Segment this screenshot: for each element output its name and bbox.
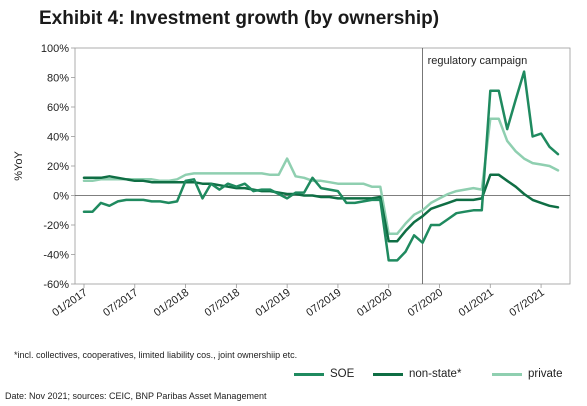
legend-label-soe: SOE — [330, 368, 355, 380]
y-tick-label: 60% — [47, 102, 69, 114]
legend-swatch-soe — [294, 372, 324, 376]
plot-area: 100% 80% 60% 40% 20% 0% -20% -40% -60% %YoY 01/201… — [13, 43, 571, 320]
legend-item-soe: SOE — [294, 367, 354, 381]
y-tick-label: -60% — [43, 279, 69, 291]
legend-swatch-non-state — [373, 372, 403, 376]
footnote: *incl. collectives, cooperatives, limite… — [14, 350, 298, 360]
source-note: Date: Nov 2021; sources: CEIC, BNP Parib… — [5, 391, 267, 401]
y-tick-label: 0% — [53, 191, 69, 203]
x-tick-label: 07/2021 — [507, 287, 546, 320]
annotation-label: regulatory campaign — [428, 55, 528, 67]
x-tick-label: 07/2020 — [406, 287, 445, 320]
x-tick-label: 07/2017 — [101, 287, 140, 320]
legend-label-non-state: non-state* — [409, 368, 462, 380]
y-tick-label: -20% — [43, 220, 69, 232]
legend-item-non-state: non-state* — [373, 367, 461, 381]
x-tick-label: 07/2018 — [203, 287, 242, 320]
y-tick-label: 80% — [47, 73, 69, 85]
legend-swatch-private — [492, 372, 522, 376]
legend-item-private: private — [492, 367, 563, 381]
x-tick-label: 01/2018 — [152, 287, 191, 320]
y-tick-label: 40% — [47, 132, 69, 144]
x-tick-label: 07/2019 — [304, 287, 343, 320]
series-line-private — [82, 117, 560, 236]
y-axis-label: %YoY — [13, 151, 25, 181]
x-tick-label: 01/2021 — [457, 287, 496, 320]
x-tick-label: 01/2020 — [355, 287, 394, 320]
x-tick-label: 01/2019 — [253, 287, 292, 320]
legend-label-private: private — [528, 368, 563, 380]
y-tick-label: -40% — [43, 250, 69, 262]
series-line-soe — [82, 70, 560, 262]
y-tick-label: 20% — [47, 161, 69, 173]
y-tick-label: 100% — [41, 43, 69, 55]
chart-title: Exhibit 4: Investment growth (by ownersh… — [39, 8, 440, 29]
series-line-nonstate — [82, 173, 560, 243]
plot-border — [74, 47, 571, 285]
x-tick-label: 01/2017 — [50, 287, 89, 320]
